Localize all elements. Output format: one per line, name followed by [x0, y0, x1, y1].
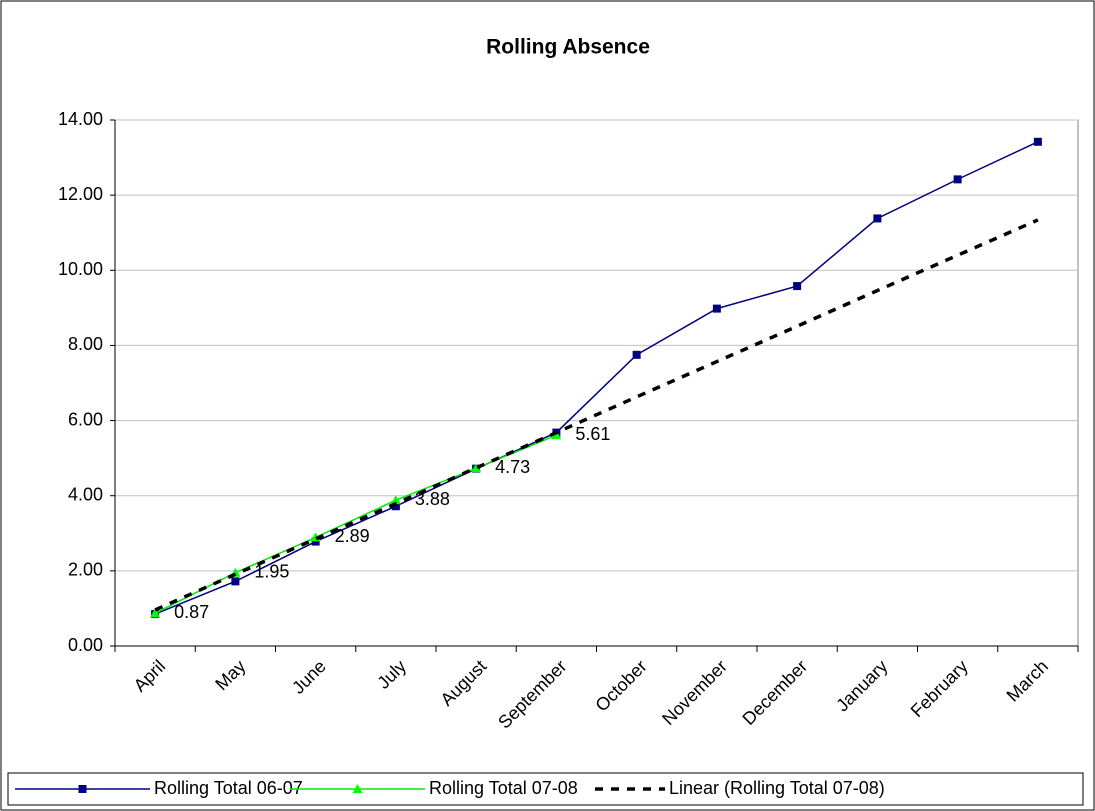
y-tick-label: 6.00: [68, 409, 103, 429]
marker: [953, 175, 962, 184]
marker: [311, 537, 320, 546]
legend-label: Linear (Rolling Total 07-08): [669, 778, 885, 798]
marker: [873, 214, 882, 223]
series-line: [154, 141, 1039, 615]
data-label: 1.95: [254, 561, 289, 581]
chart-title: Rolling Absence: [486, 36, 650, 59]
y-tick-label: 10.00: [58, 259, 103, 279]
series-line: [154, 434, 557, 614]
data-label: 0.87: [174, 602, 209, 622]
data-label: 5.61: [575, 424, 610, 444]
marker: [150, 608, 161, 618]
y-tick-label: 4.00: [68, 484, 103, 504]
data-label: 4.73: [495, 457, 530, 477]
legend-label: Rolling Total 07-08: [429, 778, 578, 798]
marker: [231, 577, 240, 586]
marker: [712, 304, 721, 313]
y-tick-label: 14.00: [58, 109, 103, 129]
marker: [471, 463, 482, 473]
legend-box: [7, 772, 1084, 806]
y-tick-label: 2.00: [68, 560, 103, 580]
legend-marker: [352, 784, 363, 793]
data-label: 3.88: [415, 489, 450, 509]
data-label: 2.89: [335, 526, 370, 546]
legend-label: Rolling Total 06-07: [154, 778, 303, 798]
marker: [391, 502, 400, 511]
marker: [551, 430, 562, 440]
legend-marker: [78, 785, 87, 793]
marker: [793, 282, 802, 291]
y-tick-label: 12.00: [58, 184, 103, 204]
marker: [1033, 137, 1042, 146]
trend-line: [154, 218, 1039, 612]
marker: [632, 350, 641, 359]
marker: [390, 495, 401, 505]
y-tick-label: 0.00: [68, 635, 103, 655]
y-tick-label: 8.00: [68, 334, 103, 354]
